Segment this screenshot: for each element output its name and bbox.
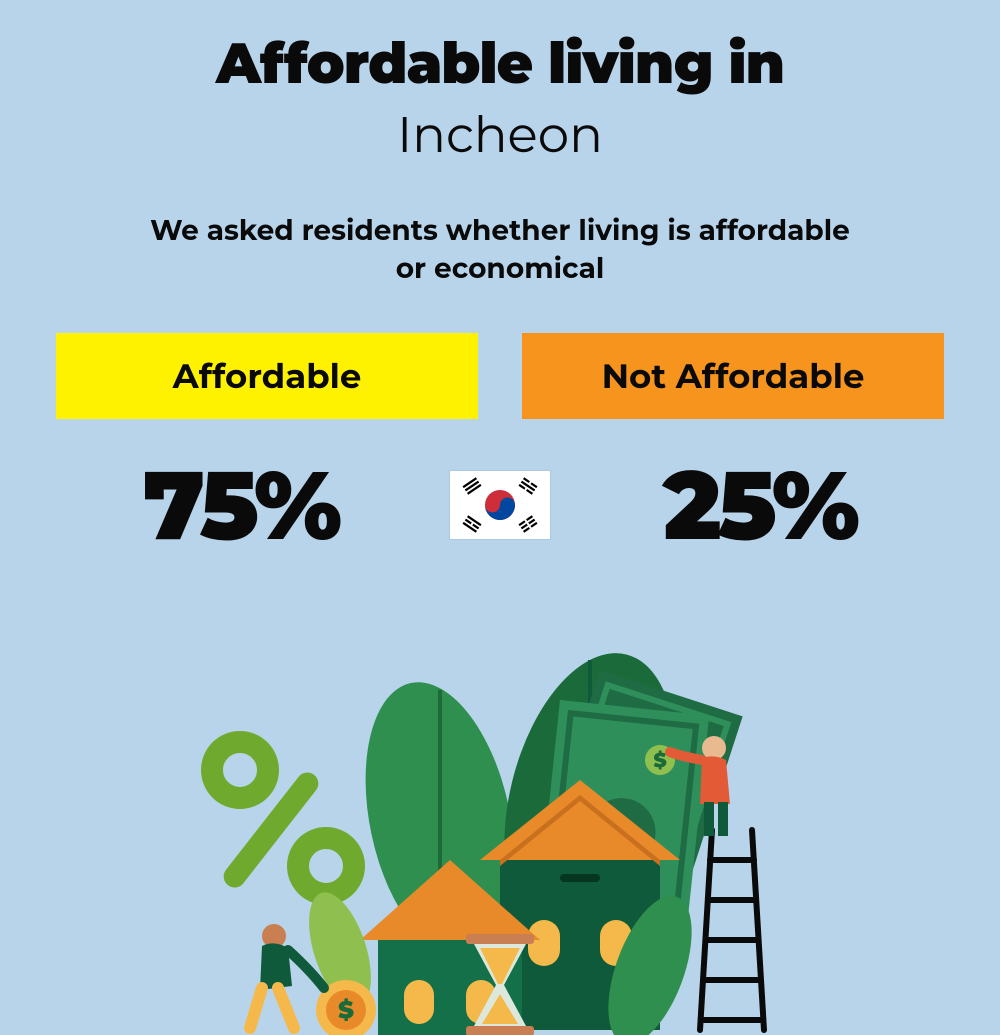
svg-text:$: $: [653, 749, 666, 773]
south-korea-flag-icon: [450, 471, 550, 539]
subheading: We asked residents whether living is aff…: [140, 213, 860, 289]
ladder-icon: [700, 830, 764, 1030]
not-affordable-box: Not Affordable: [522, 333, 944, 419]
percent-icon: [212, 742, 354, 894]
svg-text:$: $: [338, 996, 354, 1025]
not-affordable-percent: 25%: [575, 447, 944, 564]
housing-illustration: $ $: [180, 650, 820, 1030]
affordable-label: Affordable: [173, 355, 362, 397]
page-title: Affordable living in: [0, 30, 1000, 98]
city-name: Incheon: [0, 104, 1000, 165]
affordable-percent: 75%: [56, 447, 425, 564]
stats-row: 75%: [0, 447, 1000, 564]
not-affordable-label: Not Affordable: [602, 355, 865, 397]
affordable-box: Affordable: [56, 333, 478, 419]
option-boxes: Affordable Not Affordable: [0, 333, 1000, 419]
